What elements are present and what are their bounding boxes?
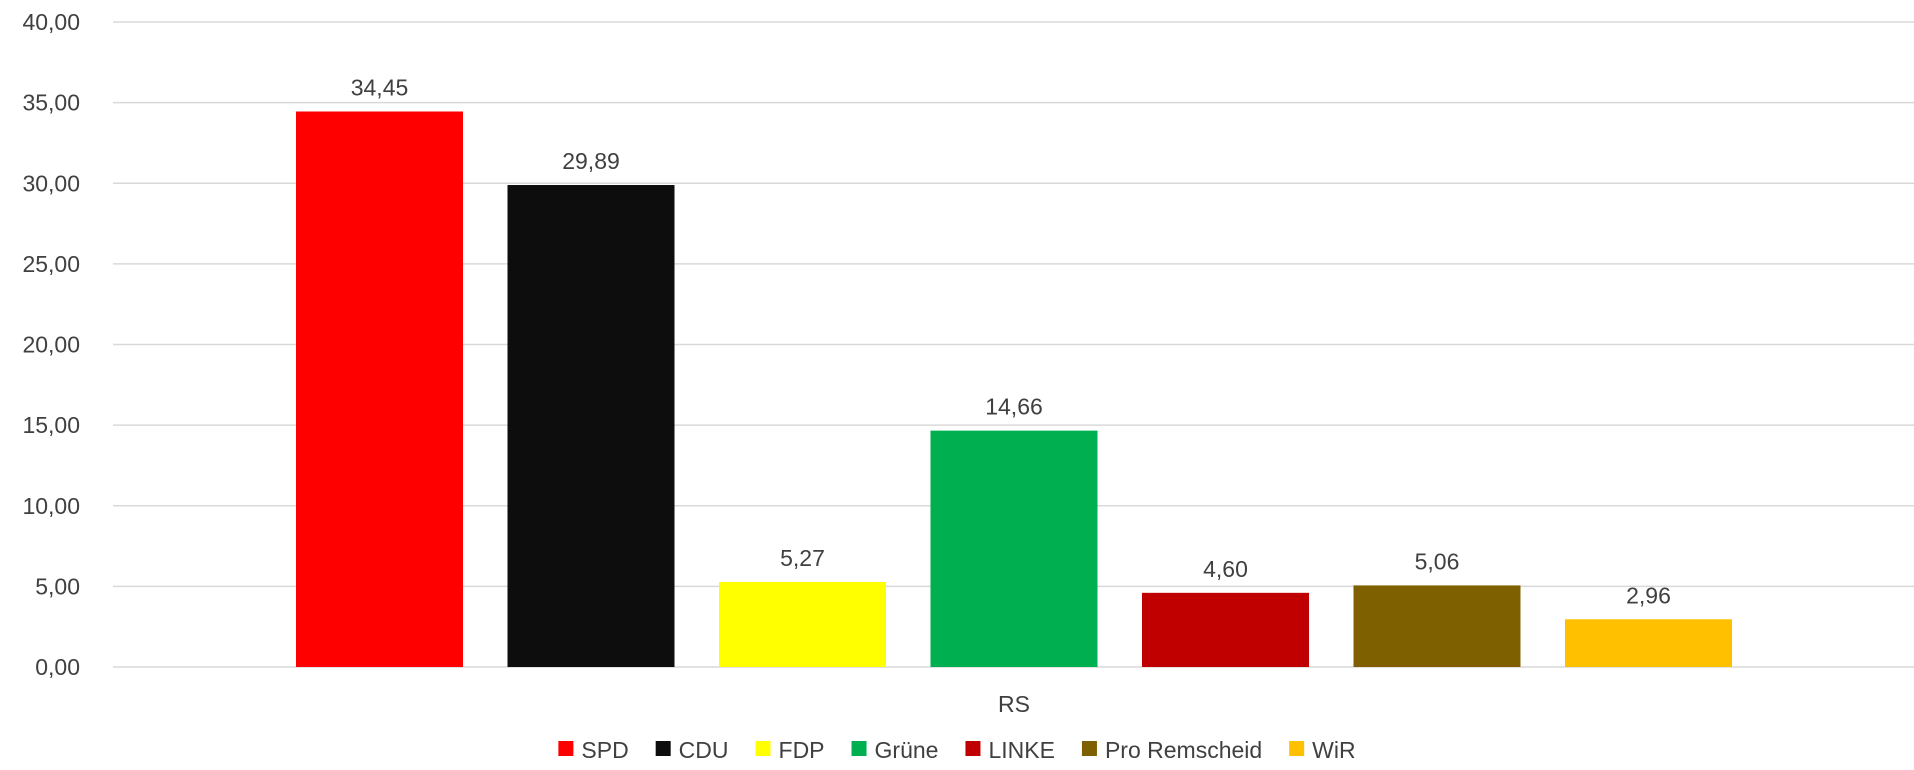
- y-tick-label: 15,00: [22, 412, 80, 438]
- y-tick-label: 5,00: [35, 573, 80, 599]
- bar-grüne: [930, 430, 1098, 667]
- y-tick-label: 25,00: [22, 251, 80, 277]
- legend-label: WiR: [1312, 737, 1355, 763]
- legend-swatch: [558, 741, 574, 756]
- y-axis-tick-labels: 0,00 5,00 10,00 15,00 20,00 25,00 30,00 35,00 40…: [22, 9, 80, 680]
- bar-pro-remscheid: [1353, 585, 1521, 667]
- legend-item-wir: WiR: [1289, 737, 1356, 763]
- data-label: 5,06: [1415, 548, 1460, 574]
- bars: [296, 111, 1732, 667]
- bar-wir: [1565, 619, 1732, 667]
- legend-swatch: [755, 741, 771, 756]
- legend: SPD CDU FDP Grüne LINKE Pro Remscheid WiR: [558, 737, 1356, 763]
- legend-item-fdp: FDP: [755, 737, 825, 763]
- data-label: 29,89: [562, 148, 620, 174]
- y-tick-label: 0,00: [35, 654, 80, 680]
- legend-label: CDU: [679, 737, 729, 763]
- y-tick-label: 40,00: [22, 9, 80, 35]
- data-labels: 34,45 29,89 5,27 14,66 4,60 5,06 2,96: [351, 74, 1671, 608]
- data-label: 34,45: [351, 74, 409, 100]
- data-label: 5,27: [780, 545, 825, 571]
- y-tick-label: 20,00: [22, 332, 80, 358]
- y-tick-label: 35,00: [22, 90, 80, 116]
- x-category-label: RS: [998, 691, 1030, 717]
- x-axis-category-labels: RS: [998, 691, 1030, 717]
- bar-fdp: [719, 582, 886, 667]
- legend-label: Pro Remscheid: [1105, 737, 1262, 763]
- legend-label: FDP: [779, 737, 825, 763]
- legend-item-grüne: Grüne: [851, 737, 939, 763]
- bar-spd: [296, 111, 463, 667]
- bar-cdu: [507, 185, 675, 667]
- y-tick-label: 10,00: [22, 493, 80, 519]
- data-label: 14,66: [985, 394, 1043, 420]
- legend-swatch: [851, 741, 867, 756]
- legend-swatch: [655, 741, 671, 756]
- legend-item-pro-remscheid: Pro Remscheid: [1081, 737, 1262, 763]
- data-label: 2,96: [1626, 582, 1671, 608]
- legend-swatch: [965, 741, 981, 756]
- legend-label: LINKE: [988, 737, 1054, 763]
- data-label: 4,60: [1203, 556, 1248, 582]
- legend-swatch: [1081, 741, 1097, 756]
- bar-linke: [1142, 592, 1309, 667]
- legend-label: Grüne: [875, 737, 939, 763]
- legend-swatch: [1289, 741, 1305, 756]
- y-tick-label: 30,00: [22, 170, 80, 196]
- legend-item-linke: LINKE: [965, 737, 1055, 763]
- legend-item-spd: SPD: [558, 737, 629, 763]
- legend-label: SPD: [581, 737, 628, 763]
- legend-item-cdu: CDU: [655, 737, 729, 763]
